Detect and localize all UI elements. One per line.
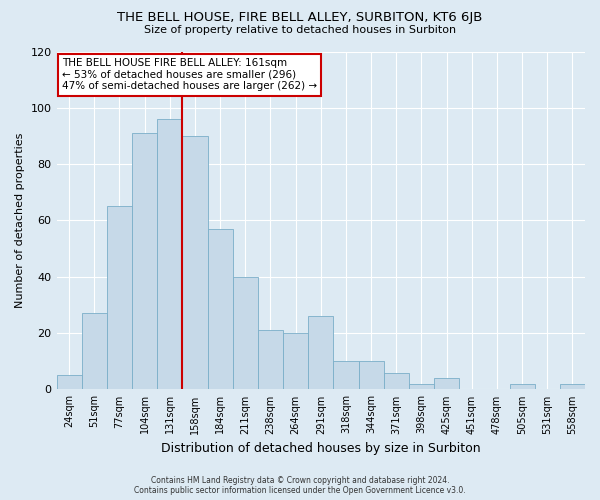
Text: Size of property relative to detached houses in Surbiton: Size of property relative to detached ho…: [144, 25, 456, 35]
Bar: [208, 229, 233, 390]
Bar: [409, 384, 434, 390]
Bar: [258, 330, 283, 390]
Bar: [56, 376, 82, 390]
Text: THE BELL HOUSE, FIRE BELL ALLEY, SURBITON, KT6 6JB: THE BELL HOUSE, FIRE BELL ALLEY, SURBITO…: [118, 12, 482, 24]
Bar: [132, 133, 157, 390]
Bar: [157, 119, 182, 390]
Bar: [509, 384, 535, 390]
Text: THE BELL HOUSE FIRE BELL ALLEY: 161sqm
← 53% of detached houses are smaller (296: THE BELL HOUSE FIRE BELL ALLEY: 161sqm ←…: [62, 58, 317, 92]
Y-axis label: Number of detached properties: Number of detached properties: [15, 133, 25, 308]
Bar: [334, 362, 359, 390]
Bar: [383, 372, 409, 390]
Bar: [359, 362, 383, 390]
X-axis label: Distribution of detached houses by size in Surbiton: Distribution of detached houses by size …: [161, 442, 481, 455]
Bar: [434, 378, 459, 390]
Bar: [82, 314, 107, 390]
Text: Contains HM Land Registry data © Crown copyright and database right 2024.
Contai: Contains HM Land Registry data © Crown c…: [134, 476, 466, 495]
Bar: [107, 206, 132, 390]
Bar: [308, 316, 334, 390]
Bar: [233, 277, 258, 390]
Bar: [560, 384, 585, 390]
Bar: [182, 136, 208, 390]
Bar: [283, 333, 308, 390]
